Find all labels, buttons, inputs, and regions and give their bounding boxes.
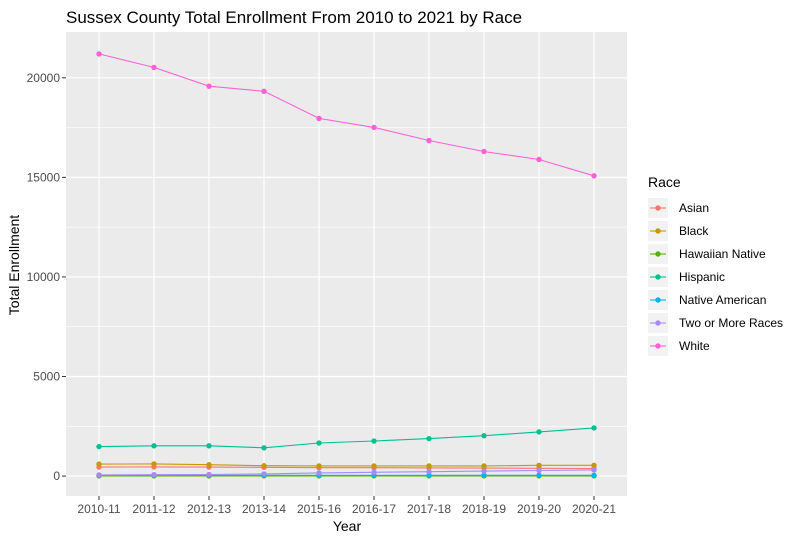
data-point [371,463,377,469]
series-line [98,463,594,467]
legend-label: Two or More Races [679,316,783,330]
x-tick-label: 2010-11 [77,502,120,516]
data-point [536,156,542,163]
y-tick-label: 10000 [27,270,61,284]
data-point [316,470,322,476]
data-point [481,432,487,439]
data-point [426,137,432,144]
legend-key-point [655,343,661,349]
data-point [591,425,597,431]
x-tick-label: 2012-13 [187,502,231,516]
legend-label: Hawaiian Native [679,247,766,261]
data-point [426,435,432,442]
x-tick-label: 2016-17 [352,502,396,516]
data-point [96,472,102,478]
x-tick-label: 2011-12 [132,502,175,516]
legend-label: Native American [679,293,766,307]
x-axis-title: Year [333,518,362,534]
legend-label: Asian [679,201,709,215]
plot-panel [66,32,627,496]
y-tick-label: 15000 [27,170,61,184]
legend-key-point [655,297,661,303]
data-point [481,472,487,478]
data-point [206,462,212,468]
data-point [536,429,542,435]
legend-label: Hispanic [679,270,725,284]
legend-key-point [655,228,661,234]
legend-key-point [655,274,661,280]
data-point [261,88,267,95]
data-point [591,472,597,478]
data-point [536,467,542,474]
data-point [206,471,212,478]
data-point [261,445,267,451]
data-point [151,64,157,71]
series-line [98,466,595,470]
data-point [591,173,597,179]
data-point [261,471,267,477]
x-tick-label: 2019-20 [517,502,561,516]
data-point [316,115,322,122]
data-point [371,469,377,476]
data-point [151,471,157,478]
data-point [591,462,597,469]
data-point [426,463,432,469]
grid-minor [66,127,627,427]
y-axis-title: Total Enrollment [6,215,22,315]
chart-title: Sussex County Total Enrollment From 2010… [66,8,522,27]
data-point [371,124,377,131]
legend-key-point [655,251,661,257]
legend-label: Black [679,224,709,238]
series-line [98,53,595,177]
x-tick-label: 2013-14 [242,502,286,516]
legend-key-point [655,320,661,326]
data-point [151,443,157,449]
x-tick-label: 2018-19 [462,502,506,516]
x-tick-label: 2017-18 [407,502,451,516]
data-point [481,468,487,474]
data-point [96,443,102,450]
legend-title: Race [648,174,681,190]
legend-key-point [655,205,661,211]
legend: Asian Black Hawaiian Native Hispanic Native … [648,198,783,356]
y-tick-label: 5000 [33,370,60,384]
data-point [481,463,487,469]
data-point [206,83,212,89]
data-point [591,467,597,473]
data-point [151,461,157,467]
data-point [536,462,542,469]
data-point [316,463,322,469]
y-tick-label: 20000 [27,71,61,85]
series-line [98,427,595,449]
data-point [426,469,432,475]
data-point [261,463,267,469]
data-point [96,461,102,467]
data-point [96,51,102,57]
data-point [371,438,377,444]
data-point [536,472,542,478]
axis-ticks: 0 5000 10000 15000 20000 2010-11 2011-12 2012-1… [27,71,617,516]
grid-major [66,32,627,496]
data-point [316,440,322,446]
data-point [206,443,212,449]
legend-label: White [679,339,710,353]
series-line [98,469,595,476]
x-tick-label: 2015-16 [297,502,341,516]
x-tick-label: 2020-21 [572,502,616,516]
y-tick-label: 0 [53,469,60,483]
data-point [481,148,487,155]
series-layer [96,51,597,479]
